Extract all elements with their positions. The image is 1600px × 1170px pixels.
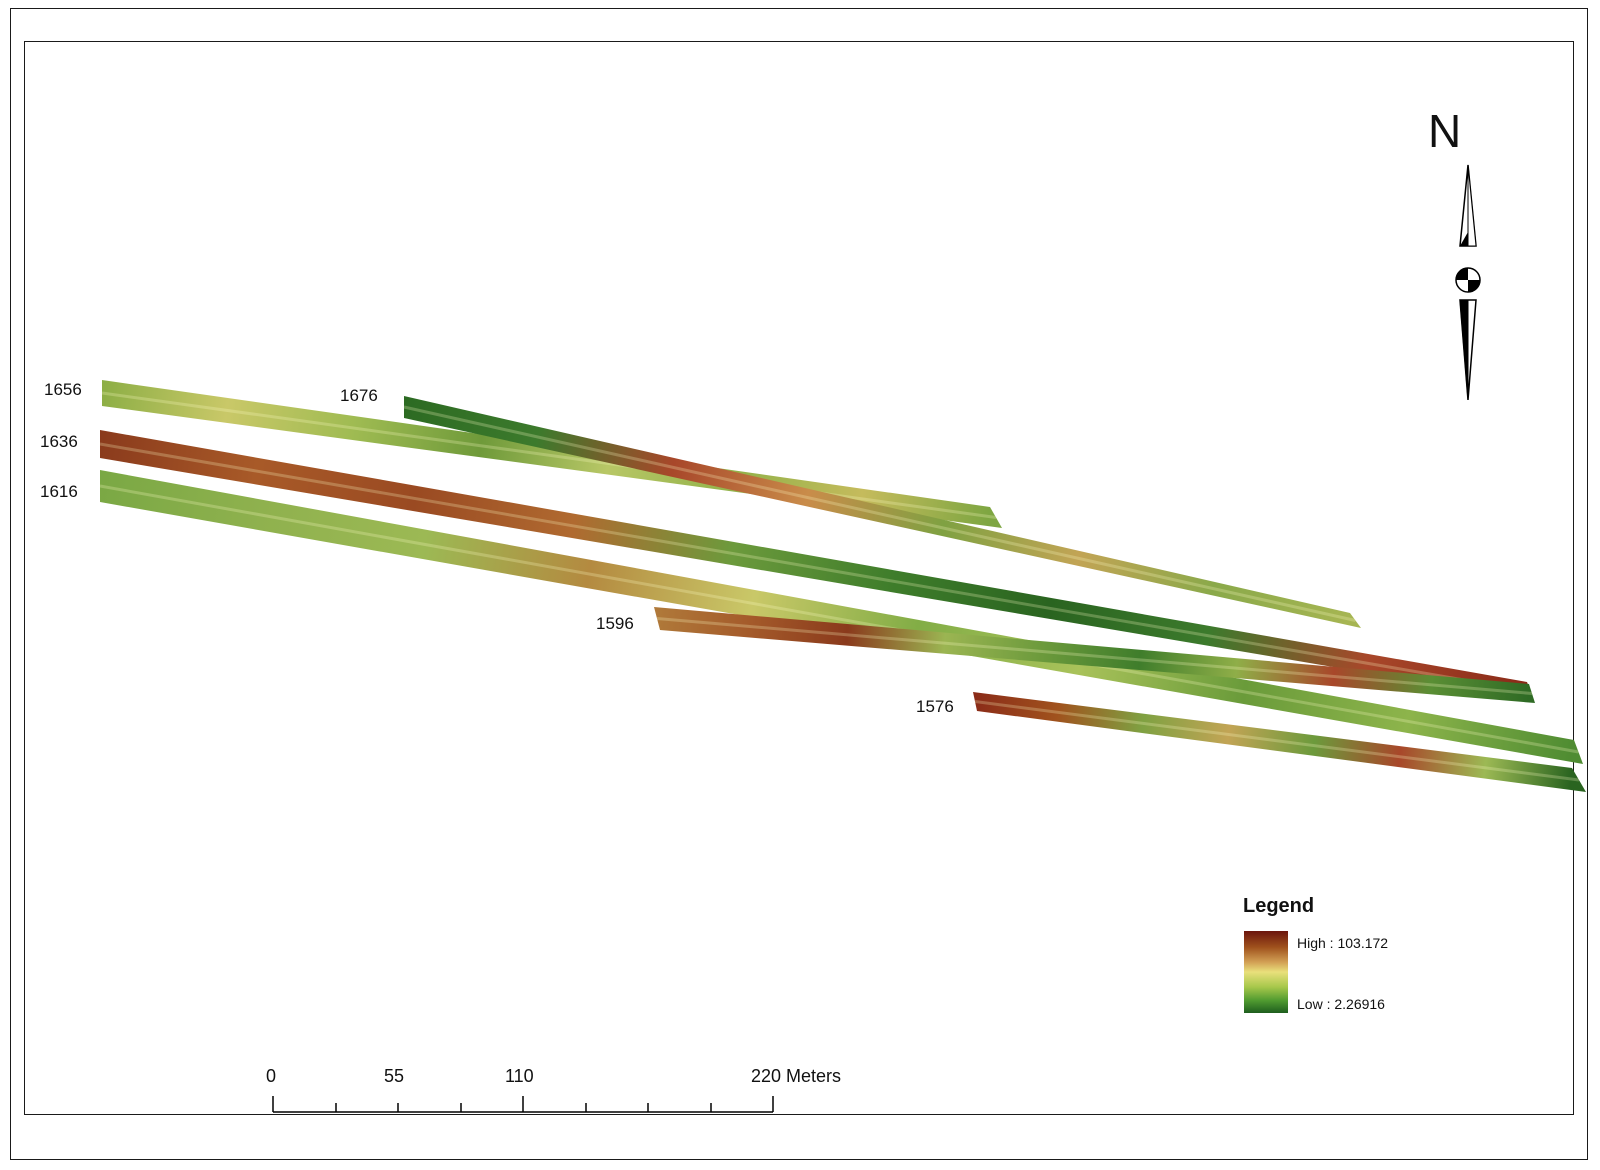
line-label-1616: 1616 xyxy=(40,482,78,502)
legend-title: Legend xyxy=(1243,895,1314,918)
legend-low-label: Low : 2.26916 xyxy=(1297,996,1385,1012)
survey-strip-1616 xyxy=(100,470,1583,764)
survey-strip-band-1616 xyxy=(100,486,1579,752)
scale-label-0: 0 xyxy=(266,1066,276,1087)
scale-label-110: 110 xyxy=(505,1066,534,1087)
line-label-1676: 1676 xyxy=(340,386,378,406)
legend-high-label: High : 103.172 xyxy=(1297,935,1388,951)
line-label-1656: 1656 xyxy=(44,380,82,400)
survey-strip-band-1636 xyxy=(100,444,1531,692)
line-label-1636: 1636 xyxy=(40,432,78,452)
legend-color-ramp xyxy=(1244,931,1288,1013)
survey-strip-band-1596 xyxy=(657,619,1532,694)
survey-strip-1636 xyxy=(100,430,1534,701)
scale-label-55: 55 xyxy=(384,1066,404,1087)
north-arrow-icon xyxy=(1456,165,1480,400)
scale-bar xyxy=(273,1096,773,1112)
line-label-1576: 1576 xyxy=(916,697,954,717)
north-label: N xyxy=(1428,104,1461,158)
scale-label-220-meters: 220 Meters xyxy=(751,1066,841,1087)
line-label-1596: 1596 xyxy=(596,614,634,634)
